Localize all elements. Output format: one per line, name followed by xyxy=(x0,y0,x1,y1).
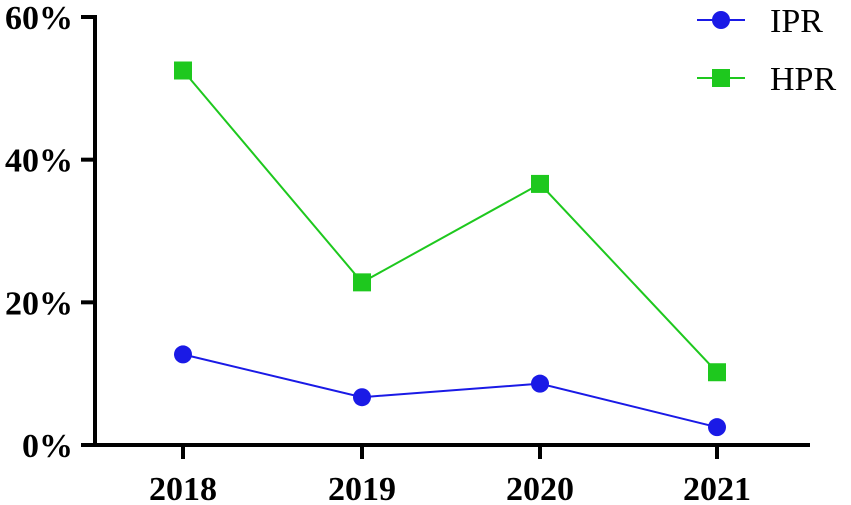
legend-label: IPR xyxy=(770,3,823,40)
data-point-ipr xyxy=(353,388,371,407)
y-tick-label: 60% xyxy=(5,0,73,37)
x-tick-label: 2021 xyxy=(683,471,751,505)
series-hpr xyxy=(174,61,726,382)
data-point-hpr xyxy=(353,273,371,292)
y-tick-label: 20% xyxy=(5,285,73,322)
y-tick-label: 0% xyxy=(22,428,73,465)
data-point-ipr xyxy=(174,345,192,364)
x-ticks: 2018 2019 2020 2021 xyxy=(149,445,751,505)
legend-label: HPR xyxy=(770,61,836,98)
x-tick-label: 2018 xyxy=(149,471,217,505)
data-point-ipr xyxy=(531,374,549,393)
legend-item-ipr: IPR xyxy=(697,3,823,40)
x-tick-label: 2019 xyxy=(328,471,396,505)
series-ipr xyxy=(174,345,726,437)
data-point-ipr xyxy=(708,418,726,437)
axes xyxy=(93,15,810,447)
data-point-hpr xyxy=(708,363,726,382)
legend-item-hpr: HPR xyxy=(697,61,836,98)
legend-marker-square xyxy=(712,69,730,87)
legend: IPR HPR xyxy=(697,3,836,98)
x-tick-label: 2020 xyxy=(506,471,574,505)
series-line-hpr xyxy=(182,69,718,373)
data-point-hpr xyxy=(531,174,549,193)
data-point-hpr xyxy=(174,61,192,80)
series-layer xyxy=(174,61,726,437)
y-ticks: 0% 20% 40% 60% xyxy=(5,0,95,465)
series-line-ipr xyxy=(182,353,718,429)
y-tick-label: 40% xyxy=(5,143,73,180)
legend-marker-circle xyxy=(712,11,730,29)
